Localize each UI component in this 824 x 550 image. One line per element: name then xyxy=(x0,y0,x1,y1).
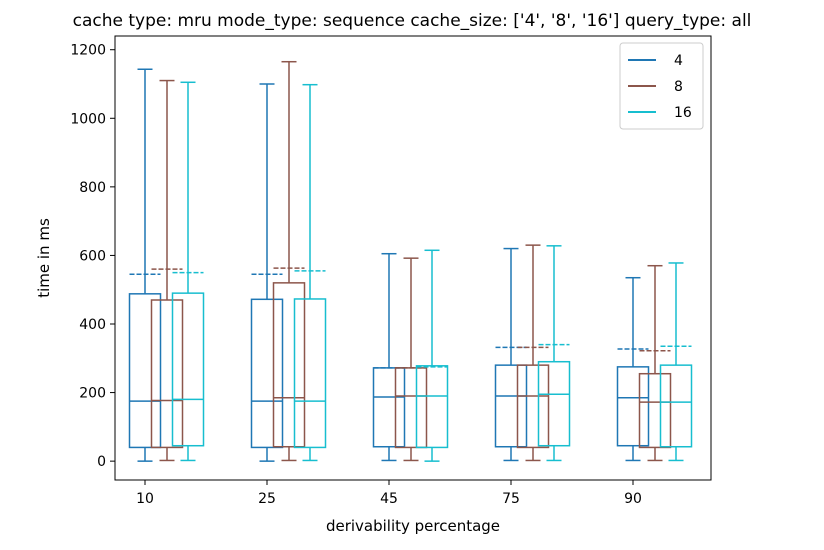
box-iqr xyxy=(516,364,550,449)
box-iqr xyxy=(616,366,650,447)
box-iqr xyxy=(293,298,327,449)
box-16-25 xyxy=(293,83,327,462)
box-iqr xyxy=(415,365,449,449)
box-16-75 xyxy=(537,245,571,462)
box-iqr xyxy=(394,367,428,449)
legend-label: 4 xyxy=(674,53,683,69)
box-iqr xyxy=(659,364,693,448)
y-tick-label: 200 xyxy=(79,386,106,402)
box-iqr xyxy=(250,298,284,449)
box-8-75 xyxy=(516,244,550,462)
chart-title: cache type: mru mode_type: sequence cach… xyxy=(73,11,752,31)
box-iqr xyxy=(638,372,672,449)
box-16-45 xyxy=(415,249,449,462)
box-4-75 xyxy=(494,247,528,462)
box-4-45 xyxy=(372,252,406,462)
box-16-10 xyxy=(171,81,205,462)
y-tick-label: 1000 xyxy=(70,111,106,127)
box-iqr xyxy=(128,293,162,449)
box-4-25 xyxy=(250,83,284,462)
y-tick-label: 1200 xyxy=(70,43,106,59)
y-axis: 0 200 400 600 800 1000 1200 xyxy=(70,43,115,470)
plot-area xyxy=(128,60,693,462)
x-tick-label: 10 xyxy=(136,491,154,507)
x-tick-label: 25 xyxy=(258,491,276,507)
box-iqr xyxy=(272,282,306,448)
x-tick-label: 90 xyxy=(624,491,642,507)
x-tick-label: 45 xyxy=(380,491,398,507)
box-iqr xyxy=(372,367,406,448)
box-iqr xyxy=(537,360,571,447)
x-tick-label: 75 xyxy=(502,491,520,507)
legend-label: 16 xyxy=(674,105,692,121)
x-axis: 10 25 45 75 90 xyxy=(136,480,642,507)
y-tick-label: 800 xyxy=(79,180,106,196)
box-16-90 xyxy=(659,262,693,462)
y-axis-label: time in ms xyxy=(35,218,53,298)
y-tick-label: 600 xyxy=(79,248,106,264)
box-8-10 xyxy=(150,79,184,462)
box-iqr xyxy=(150,299,184,449)
box-8-90 xyxy=(638,264,672,462)
y-tick-label: 0 xyxy=(97,454,106,470)
box-8-25 xyxy=(272,60,306,462)
box-iqr xyxy=(171,292,205,447)
legend-label: 8 xyxy=(674,79,683,95)
box-8-45 xyxy=(394,257,428,462)
legend: 4 8 16 xyxy=(619,42,704,130)
box-iqr xyxy=(494,364,528,448)
x-axis-label: derivability percentage xyxy=(326,517,500,535)
legend-box xyxy=(619,42,704,130)
box-4-90 xyxy=(616,276,650,462)
y-tick-label: 400 xyxy=(79,317,106,333)
box-4-10 xyxy=(128,68,162,462)
plot-frame xyxy=(114,35,712,481)
